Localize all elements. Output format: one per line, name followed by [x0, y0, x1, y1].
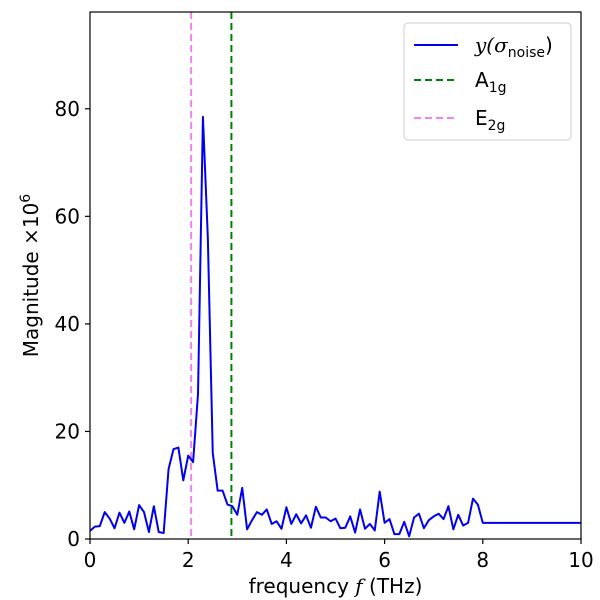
legend-label-main: A	[475, 68, 489, 92]
y-tick-label: 0	[67, 527, 80, 551]
x-tick-label: 0	[84, 548, 97, 572]
x-tick-label: 4	[280, 548, 293, 572]
y-axis-label-text: Magnitude ×10	[19, 203, 43, 358]
plot-border	[89, 11, 582, 540]
legend-label-main: y(σ	[474, 33, 509, 57]
y-axis-label-exponent: 6	[18, 194, 34, 203]
legend-label: y(σnoise)	[474, 33, 553, 61]
x-axis-label-prefix: frequency	[249, 574, 356, 598]
x-axis-label: frequency f (THz)	[249, 574, 423, 598]
y-axis-label: Magnitude ×106	[18, 194, 43, 358]
legend-label-main: E	[475, 106, 488, 130]
x-tick-label: 2	[182, 548, 195, 572]
legend-label: E2g	[475, 106, 505, 134]
legend-label-sub: 2g	[488, 118, 506, 134]
legend-label-end: )	[545, 33, 553, 57]
legend-label: A1g	[475, 68, 506, 96]
y-axis: 0 20 40 60 80	[55, 97, 90, 551]
y-tick-label: 60	[55, 204, 80, 228]
y-tick-label: 40	[55, 312, 80, 336]
legend-label-sub: noise	[508, 45, 545, 61]
y-tick-label: 20	[55, 419, 80, 443]
x-tick-label: 10	[568, 548, 593, 572]
x-axis-label-suffix: (THz)	[363, 574, 423, 598]
legend-box	[403, 22, 572, 141]
y-tick-label: 80	[55, 97, 80, 121]
legend-label-sub: 1g	[489, 80, 507, 96]
x-axis: 0 2 4 6 8 10	[84, 539, 594, 572]
series-layer	[89, 115, 581, 538]
x-tick-label: 6	[378, 548, 391, 572]
y-axis-label-group: Magnitude ×106	[18, 194, 43, 358]
series-line-y-sigma-noise	[89, 115, 581, 538]
x-tick-label: 8	[476, 548, 489, 572]
